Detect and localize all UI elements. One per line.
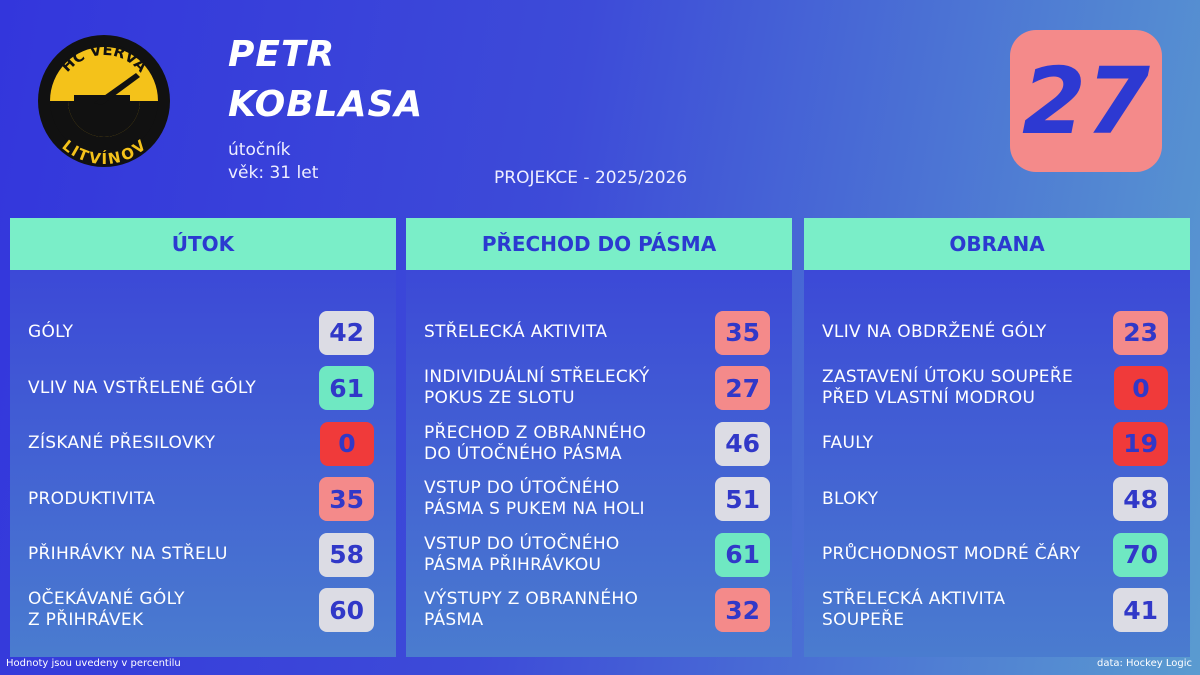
stat-label-line: VSTUP DO ÚTOČNÉHO (424, 478, 620, 498)
stat-row: VLIV NA OBDRŽENÉ GÓLY 23 (822, 305, 1168, 360)
stat-value: 35 (715, 310, 770, 355)
stat-value: 70 (1113, 532, 1168, 577)
stat-label: INDIVIDUÁLNÍ STŘELECKÝ POKUS ZE SLOTU (424, 367, 650, 409)
section-title: ÚTOK (10, 218, 396, 270)
stat-label-line: POKUS ZE SLOTU (424, 388, 575, 408)
jersey-number: 27 (1010, 30, 1162, 172)
stat-row: STŘELECKÁ AKTIVITA 35 (424, 305, 770, 360)
stat-label-line: VLIV NA OBDRŽENÉ GÓLY (822, 322, 1047, 342)
stat-label-line: FAULY (822, 433, 874, 453)
stat-row: PRODUKTIVITA 35 (28, 472, 374, 527)
stat-label-line: PRODUKTIVITA (28, 488, 156, 509)
stat-label-line: PÁSMA (424, 610, 484, 630)
stat-label: VSTUP DO ÚTOČNÉHO PÁSMA S PUKEM NA HOLI (424, 478, 645, 520)
stat-row: ZÍSKANÉ PŘESILOVKY 0 (28, 416, 374, 471)
stat-label: STŘELECKÁ AKTIVITA (424, 322, 607, 343)
stat-label: ZASTAVENÍ ÚTOKU SOUPEŘE PŘED VLASTNÍ MODR… (822, 367, 1073, 409)
stat-row: PŘECHOD Z OBRANNÉHO DO ÚTOČNÉHO PÁSMA 46 (424, 416, 770, 471)
position: útočník (228, 140, 291, 160)
projection: PROJEKCE - 2025/2026 (494, 168, 688, 188)
stat-label-line: VLIV NA VSTŘELENÉ GÓLY (28, 377, 257, 398)
stat-row: PŘIHRÁVKY NA STŘELU 58 (28, 527, 374, 582)
section-title: PŘECHOD DO PÁSMA (406, 218, 792, 270)
section-panel: ÚTOK GÓLY 42 VLIV NA VSTŘELENÉ GÓLY 61 ZÍSKAN… (10, 218, 396, 657)
stat-value: 41 (1113, 588, 1168, 632)
stat-row: STŘELECKÁ AKTIVITA SOUPEŘE 41 (822, 583, 1168, 638)
age: věk: 31 let (228, 163, 319, 183)
stat-label: VSTUP DO ÚTOČNÉHO PÁSMA PŘIHRÁVKOU (424, 534, 620, 576)
stat-label-line: ZASTAVENÍ ÚTOKU SOUPEŘE (822, 367, 1073, 387)
section-panel: PŘECHOD DO PÁSMA STŘELECKÁ AKTIVITA 35 INDI… (406, 218, 792, 657)
stat-value: 51 (715, 477, 770, 521)
stat-value: 61 (319, 366, 374, 410)
stat-label-line: PŘIHRÁVKY NA STŘELU (28, 544, 228, 564)
stat-value: 27 (715, 366, 770, 410)
stat-row: PRŮCHODNOST MODRÉ ČÁRY 70 (822, 527, 1168, 582)
stat-label: FAULY (822, 433, 873, 454)
stat-row: FAULY 19 (822, 416, 1168, 471)
stat-row: VLIV NA VSTŘELENÉ GÓLY 61 (28, 361, 374, 416)
stat-label-line: PÁSMA PŘIHRÁVKOU (424, 554, 602, 575)
footer-note: Hodnoty jsou uvedeny v percentilu (6, 658, 181, 669)
stat-label: PŘECHOD Z OBRANNÉHO DO ÚTOČNÉHO PÁSMA (424, 423, 646, 465)
stat-label: VLIV NA VSTŘELENÉ GÓLY (28, 378, 256, 399)
stat-label-line: PŘED VLASTNÍ MODROU (822, 388, 1036, 408)
stat-value: 0 (1114, 366, 1168, 410)
section-panel: OBRANA VLIV NA OBDRŽENÉ GÓLY 23 ZASTAVENÍ Ú… (804, 218, 1190, 657)
stat-value: 19 (1113, 421, 1168, 466)
team-logo: HC VERVA LITVÍNOV (38, 35, 170, 168)
stat-row: BLOKY 48 (822, 472, 1168, 527)
stat-label-line: Z PŘIHRÁVEK (28, 610, 144, 630)
stat-label-line: PŘECHOD Z OBRANNÉHO (424, 422, 647, 443)
stat-label: ZÍSKANÉ PŘESILOVKY (28, 433, 215, 454)
stat-value: 32 (715, 588, 770, 632)
stat-label: BLOKY (822, 489, 878, 510)
stat-label-line: INDIVIDUÁLNÍ STŘELECKÝ (424, 367, 650, 387)
stat-row: INDIVIDUÁLNÍ STŘELECKÝ POKUS ZE SLOTU 27 (424, 361, 770, 416)
stat-label-line: PRŮCHODNOST MODRÉ ČÁRY (822, 544, 1081, 564)
stat-label: PRŮCHODNOST MODRÉ ČÁRY (822, 544, 1081, 565)
last-name: KOBLASA (228, 84, 424, 125)
footer-source: data: Hockey Logic (1096, 658, 1192, 669)
stat-label: STŘELECKÁ AKTIVITA SOUPEŘE (822, 589, 1005, 631)
stat-value: 48 (1113, 477, 1168, 521)
stat-row: VÝSTUPY Z OBRANNÉHO PÁSMA 32 (424, 583, 770, 638)
stat-label-line: BLOKY (822, 488, 879, 509)
stat-label: VÝSTUPY Z OBRANNÉHO PÁSMA (424, 589, 638, 631)
first-name: PETR (228, 34, 336, 75)
stat-row: VSTUP DO ÚTOČNÉHO PÁSMA S PUKEM NA HOLI 51 (424, 472, 770, 527)
stat-row: ZASTAVENÍ ÚTOKU SOUPEŘE PŘED VLASTNÍ MODR… (822, 361, 1168, 416)
stat-row: VSTUP DO ÚTOČNÉHO PÁSMA PŘIHRÁVKOU 61 (424, 527, 770, 582)
stat-label: OČEKÁVANÉ GÓLY Z PŘIHRÁVEK (28, 589, 185, 631)
stat-value: 23 (1113, 310, 1168, 355)
stat-value: 42 (319, 310, 374, 355)
stat-label: VLIV NA OBDRŽENÉ GÓLY (822, 322, 1047, 343)
stat-value: 46 (715, 421, 770, 466)
stat-row: OČEKÁVANÉ GÓLY Z PŘIHRÁVEK 60 (28, 583, 374, 638)
stat-label: GÓLY (28, 322, 73, 343)
stat-value: 58 (319, 532, 374, 577)
stat-value: 0 (320, 421, 374, 466)
stat-label: PRODUKTIVITA (28, 489, 155, 510)
stat-value: 60 (319, 588, 374, 632)
stat-label-line: VÝSTUPY Z OBRANNÉHO (424, 589, 639, 609)
section-title: OBRANA (804, 218, 1190, 270)
stat-label-line: STŘELECKÁ AKTIVITA (822, 589, 1006, 609)
stat-label-line: DO ÚTOČNÉHO PÁSMA (424, 443, 622, 464)
stat-label-line: SOUPEŘE (822, 610, 905, 630)
stat-label-line: OČEKÁVANÉ GÓLY (28, 589, 185, 609)
stat-value: 35 (319, 477, 374, 521)
stat-label-line: PÁSMA S PUKEM NA HOLI (424, 499, 645, 519)
stat-value: 61 (715, 532, 770, 577)
stat-label: PŘIHRÁVKY NA STŘELU (28, 544, 228, 565)
stat-label-line: STŘELECKÁ AKTIVITA (424, 322, 608, 342)
stat-label-line: GÓLY (28, 322, 74, 342)
stat-label-line: VSTUP DO ÚTOČNÉHO (424, 533, 620, 554)
stat-row: GÓLY 42 (28, 305, 374, 360)
stat-label-line: ZÍSKANÉ PŘESILOVKY (28, 433, 216, 453)
